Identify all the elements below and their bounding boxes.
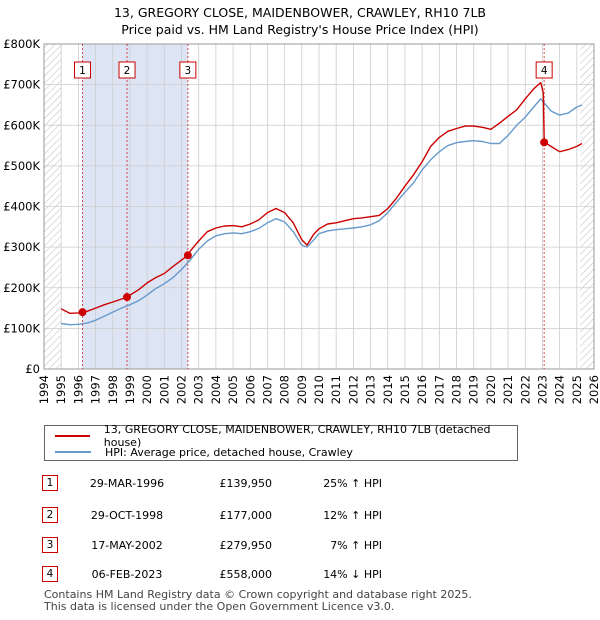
- sale-point: [123, 293, 132, 302]
- sale-point: [78, 308, 87, 317]
- x-tick-label: 2005: [226, 375, 240, 404]
- x-tick-label: 2008: [278, 375, 292, 404]
- x-tick-label: 1994: [37, 375, 51, 404]
- sale-number-badge: 1: [42, 475, 58, 491]
- x-tick-label: 2022: [518, 375, 532, 404]
- x-tick-label: 2019: [467, 375, 481, 404]
- x-tick-label: 1999: [123, 375, 137, 404]
- sale-label-text: 2: [124, 65, 131, 77]
- sale-label-text: 4: [541, 65, 548, 77]
- sale-date: 17-MAY-2002: [91, 539, 163, 552]
- sale-date: 29-MAR-1996: [89, 477, 165, 490]
- x-tick-label: 2018: [450, 375, 464, 404]
- plot-frame: [43, 43, 595, 370]
- x-tick-label: 2013: [364, 375, 378, 404]
- sale-price: £177,000: [219, 509, 273, 522]
- legend-label-hpi: HPI: Average price, detached house, Craw…: [105, 445, 353, 459]
- x-tick-label: 2002: [175, 375, 189, 404]
- y-tick-label: £0: [25, 362, 40, 376]
- chart-legend: 13, GREGORY CLOSE, MAIDENBOWER, CRAWLEY,…: [44, 423, 518, 461]
- sale-price: £558,000: [219, 568, 273, 581]
- y-tick-label: £400K: [3, 200, 40, 214]
- price-chart: 1 2 3 4 £0 £100K £200K £300K £400K £500K £600K £700…: [3, 37, 600, 404]
- sale-price: £139,950: [219, 477, 273, 490]
- x-tick-label: 2000: [140, 375, 154, 404]
- y-tick-label: £600K: [3, 118, 40, 132]
- y-tick-label: £800K: [3, 37, 40, 51]
- y-tick-label: £500K: [3, 159, 40, 173]
- table-row: 1 29-MAR-1996 £139,950 25% ↑ HPI: [42, 474, 562, 492]
- sale-number-badge: 4: [42, 566, 58, 582]
- y-tick-label: £300K: [3, 240, 40, 254]
- table-row: 4 06-FEB-2023 £558,000 14% ↓ HPI: [42, 565, 562, 583]
- chart-title-line-2: Price paid vs. HM Land Registry's House …: [121, 22, 479, 37]
- sale-date: 06-FEB-2023: [91, 568, 163, 581]
- x-tick-label: 2017: [432, 375, 446, 404]
- legend-entry-hpi: HPI: Average price, detached house, Craw…: [45, 444, 353, 460]
- table-row: 2 29-OCT-1998 £177,000 12% ↑ HPI: [42, 506, 562, 524]
- hpi-line: [61, 98, 583, 326]
- x-tick-label: 2007: [260, 375, 274, 404]
- legend-label-property: 13, GREGORY CLOSE, MAIDENBOWER, CRAWLEY,…: [103, 423, 491, 449]
- sale-number-badge: 3: [42, 537, 58, 553]
- x-tick-label: 2020: [484, 375, 498, 404]
- x-tick-label: 2024: [553, 375, 567, 404]
- sale-number-badge: 2: [42, 507, 58, 523]
- sale-hpi-change: 25% ↑ HPI: [323, 477, 382, 490]
- property-price-line: [60, 81, 583, 314]
- x-tick-label: 1998: [106, 375, 120, 404]
- y-tick-label: £200K: [3, 281, 40, 295]
- x-tick-label: 2021: [501, 375, 515, 404]
- sale-point: [183, 251, 192, 260]
- footer-attribution: Contains HM Land Registry data © Crown c…: [44, 589, 472, 613]
- x-tick-label: 2004: [209, 375, 223, 404]
- x-tick-label: 2016: [415, 375, 429, 404]
- legend-swatch-hpi: [55, 451, 91, 453]
- y-tick-label: £700K: [3, 78, 40, 92]
- sale-label-box: [118, 61, 136, 79]
- x-tick-label: 2003: [192, 375, 206, 404]
- sale-price: £279,950: [219, 539, 273, 552]
- x-tick-label: 2015: [398, 375, 412, 404]
- sale-hpi-change: 14% ↓ HPI: [323, 568, 382, 581]
- sale-date: 29-OCT-1998: [90, 509, 164, 522]
- x-tick-label: 2011: [329, 375, 343, 404]
- sale-hpi-change: 7% ↑ HPI: [330, 539, 382, 552]
- x-tick-label: 2014: [381, 375, 395, 404]
- sale-point: [540, 138, 549, 147]
- y-tick-label: £100K: [3, 321, 40, 335]
- x-tick-label: 2010: [312, 375, 326, 404]
- sale-hpi-change: 12% ↑ HPI: [323, 509, 382, 522]
- table-row: 3 17-MAY-2002 £279,950 7% ↑ HPI: [42, 536, 562, 554]
- sale-label-box: [535, 61, 553, 79]
- sale-label-text: 1: [79, 65, 86, 77]
- sale-label-box: [74, 61, 91, 79]
- chart-title: 13, GREGORY CLOSE, MAIDENBOWER, CRAWLEY,…: [0, 4, 600, 38]
- x-tick-label: 2006: [243, 375, 257, 404]
- legend-entry-property: 13, GREGORY CLOSE, MAIDENBOWER, CRAWLEY,…: [45, 423, 517, 449]
- legend-swatch-property: [55, 435, 90, 437]
- footer-line-1: Contains HM Land Registry data © Crown c…: [44, 588, 472, 601]
- x-tick-label: 2009: [295, 375, 309, 404]
- sale-label-text: 3: [185, 65, 192, 77]
- chart-title-line-1: 13, GREGORY CLOSE, MAIDENBOWER, CRAWLEY,…: [113, 5, 487, 20]
- x-tick-label: 2026: [587, 375, 600, 404]
- x-tick-label: 1997: [89, 375, 103, 404]
- x-tick-label: 2025: [570, 375, 584, 404]
- x-tick-label: 2001: [157, 375, 171, 404]
- x-tick-label: 2023: [535, 375, 549, 404]
- x-tick-label: 1996: [71, 375, 85, 404]
- x-tick-label: 1995: [54, 375, 68, 404]
- x-tick-label: 2012: [346, 375, 360, 404]
- sale-label-box: [179, 61, 197, 79]
- footer-line-2: This data is licensed under the Open Gov…: [44, 600, 395, 613]
